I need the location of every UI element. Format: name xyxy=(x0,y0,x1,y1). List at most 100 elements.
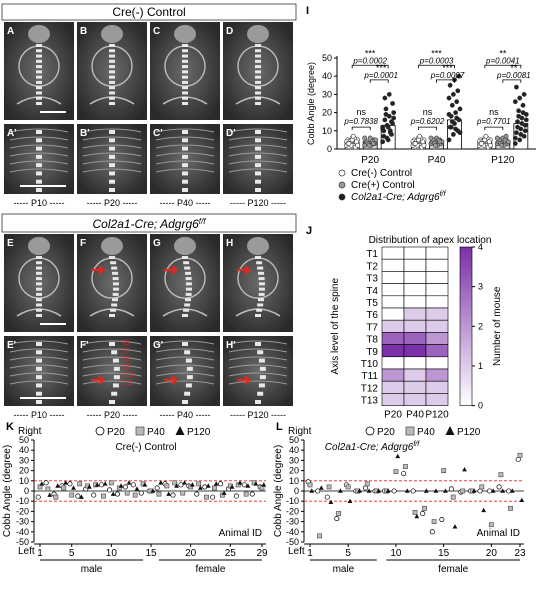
xray-mutant-3 xyxy=(223,234,293,332)
rib-shape xyxy=(228,168,288,173)
rib-shape xyxy=(9,160,69,165)
p-value-label: p=0.6202 xyxy=(410,117,445,126)
data-point xyxy=(448,124,454,130)
vertebra-shape xyxy=(36,256,42,259)
vertebra-shape xyxy=(185,298,192,302)
xray-panel-letter: G xyxy=(153,238,161,249)
vertebra-shape xyxy=(186,375,193,380)
vertebra-shape xyxy=(109,130,115,134)
xray-control-1 xyxy=(77,22,147,120)
point-p20 xyxy=(401,471,407,477)
vertebra-shape xyxy=(36,277,42,281)
rib-shape xyxy=(9,168,69,173)
data-point xyxy=(367,135,373,141)
x-tick-label: 5 xyxy=(69,548,75,559)
row-label: T11 xyxy=(362,371,379,382)
row-label: T8 xyxy=(366,335,378,346)
vertebra-shape xyxy=(36,188,42,192)
vertebra-shape xyxy=(184,391,191,396)
heatmap-cell xyxy=(425,380,449,394)
vertebra-shape xyxy=(255,171,261,176)
vertebra-shape xyxy=(255,256,261,259)
colorbar-tick-label: 2 xyxy=(478,321,483,331)
point-p40 xyxy=(336,511,342,516)
legend-label: P20 xyxy=(107,427,125,438)
vertebra-shape xyxy=(258,271,265,275)
vertebra-shape xyxy=(255,54,261,58)
legend-marker xyxy=(338,169,346,177)
vertebra-shape xyxy=(182,75,188,79)
point-p40 xyxy=(45,486,51,492)
vertebra-shape xyxy=(182,49,188,53)
significance-stars: *** xyxy=(365,48,376,58)
data-point xyxy=(387,128,393,134)
red-arrow-icon xyxy=(237,375,252,385)
point-p20 xyxy=(439,517,445,523)
data-point xyxy=(384,122,390,128)
xray-mutant-zoom-2 xyxy=(150,336,220,406)
heatmap-cell xyxy=(381,307,405,321)
point-p20 xyxy=(114,491,121,497)
mutant-header-box xyxy=(1,213,297,233)
data-point xyxy=(455,88,461,94)
red-arrow-icon xyxy=(164,375,179,385)
heatmap-cell xyxy=(425,368,449,382)
xray-panel-letter: F xyxy=(80,238,86,249)
heatmap-cell xyxy=(425,356,449,370)
vertebra-shape xyxy=(182,138,188,143)
vertebra-shape xyxy=(255,91,261,95)
vertebra-shape xyxy=(36,138,42,143)
vertebra-shape xyxy=(36,146,42,151)
vertebra-shape xyxy=(182,70,188,74)
point-p40 xyxy=(53,494,59,500)
y-tick-label: -10 xyxy=(16,496,29,506)
point-p120 xyxy=(39,481,45,486)
rib-shape xyxy=(155,144,215,149)
vertebra-shape xyxy=(36,391,42,396)
vertebra-shape xyxy=(258,287,265,291)
vertebra-shape xyxy=(36,54,42,58)
point-p120 xyxy=(118,483,124,488)
colorbar-tick-label: 0 xyxy=(478,401,483,411)
heatmap-cell xyxy=(403,246,427,260)
legend-marker-square xyxy=(405,426,415,436)
mutant-header: Col2a1-Cre; Adgrg6f/f xyxy=(93,217,207,231)
point-p120 xyxy=(237,480,243,485)
x-tick-label: 1 xyxy=(307,548,313,559)
rib-shape xyxy=(155,340,215,345)
significance-bracket xyxy=(436,79,455,83)
data-point xyxy=(450,132,456,137)
point-p40 xyxy=(188,484,194,490)
data-point xyxy=(381,133,387,139)
vertebra-shape xyxy=(109,75,115,79)
vertebra-shape xyxy=(109,54,115,58)
vertebra-shape xyxy=(255,86,261,90)
y-tick-label: -20 xyxy=(286,506,299,516)
vertebra-shape xyxy=(36,383,42,388)
panel-i-cobb-bar-chart: I 0 10 20 30 40 50 Cobb Angle (degree) P20 P40 P1… xyxy=(306,5,536,203)
point-p20 xyxy=(67,481,73,487)
point-p20 xyxy=(515,456,521,462)
legend-label: Cre(-) Control xyxy=(351,168,412,179)
data-point xyxy=(385,137,391,143)
rib-shape xyxy=(155,128,215,133)
y-tick-label: 10 xyxy=(19,476,29,486)
x-tick-label: 29 xyxy=(256,548,268,559)
point-p120 xyxy=(443,488,448,493)
y-tick-label: 30 xyxy=(19,455,29,465)
data-point xyxy=(519,121,525,126)
rib-shape xyxy=(9,364,69,369)
heatmap-cell xyxy=(403,332,427,345)
significance-bracket xyxy=(484,64,522,69)
data-point xyxy=(512,141,518,146)
vertebra-shape xyxy=(109,188,115,192)
vertebra-shape xyxy=(111,303,118,307)
vertebra-shape xyxy=(36,59,42,63)
vertebra-shape xyxy=(111,391,118,396)
vertebra-shape xyxy=(184,266,191,270)
point-p120 xyxy=(229,484,235,489)
significance-bracket xyxy=(351,126,371,131)
significance-stars: ** xyxy=(499,48,507,58)
vertebra-shape xyxy=(36,102,42,105)
point-p20 xyxy=(249,491,255,497)
